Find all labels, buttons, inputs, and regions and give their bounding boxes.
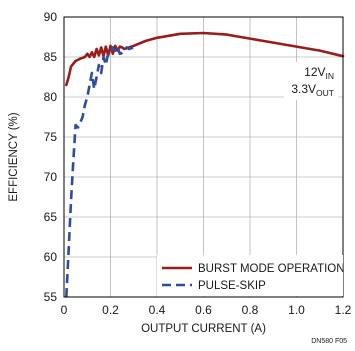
legend-background xyxy=(157,255,343,296)
x-tick-label: 0.6 xyxy=(195,303,212,317)
annotation-vout: 3.3VOUT xyxy=(291,82,334,98)
x-tick-label: 0.8 xyxy=(242,303,259,317)
y-tick-label: 85 xyxy=(44,50,58,64)
series-lines xyxy=(65,31,345,298)
annotation-background xyxy=(284,62,338,100)
x-tick-label: 0 xyxy=(61,303,68,317)
annotation-vout-sub: OUT xyxy=(316,88,334,98)
x-axis-label: OUTPUT CURRENT (A) xyxy=(141,323,266,335)
y-tick-labels: 55 60 65 70 75 80 85 90 xyxy=(44,10,58,304)
y-tick-label: 75 xyxy=(44,130,58,144)
y-tick-label: 60 xyxy=(44,250,58,264)
legend-label-pulse-skip: PULSE-SKIP xyxy=(198,280,266,292)
y-tick-label: 55 xyxy=(44,290,58,304)
y-tick-label: 65 xyxy=(44,210,58,224)
legend-label-burst-mode: BURST MODE OPERATION xyxy=(198,263,345,275)
operating-condition-annotation: 12VIN 3.3VOUT xyxy=(284,62,338,100)
figure-code: DN580 F05 xyxy=(311,338,347,345)
y-tick-label: 70 xyxy=(44,170,58,184)
annotation-vin-main: 12V xyxy=(304,65,325,79)
x-tick-label: 1.0 xyxy=(288,303,305,317)
annotation-vin-sub: IN xyxy=(326,71,335,81)
legend: BURST MODE OPERATION PULSE-SKIP xyxy=(157,255,345,296)
x-tick-labels: 0 0.2 0.4 0.6 0.8 1.0 1.2 xyxy=(61,303,352,317)
annotation-vout-main: 3.3V xyxy=(291,82,316,96)
y-tick-label: 80 xyxy=(44,90,58,104)
series-line-pulse-skip xyxy=(65,45,135,298)
x-tick-label: 1.2 xyxy=(335,303,352,317)
plot-frame xyxy=(63,16,344,298)
y-tick-label: 90 xyxy=(44,10,58,24)
y-axis-label: EFFICIENCY (%) xyxy=(8,112,20,201)
annotation-vin: 12VIN xyxy=(304,65,334,81)
x-tick-label: 0.4 xyxy=(149,303,166,317)
x-tick-label: 0.2 xyxy=(102,303,119,317)
